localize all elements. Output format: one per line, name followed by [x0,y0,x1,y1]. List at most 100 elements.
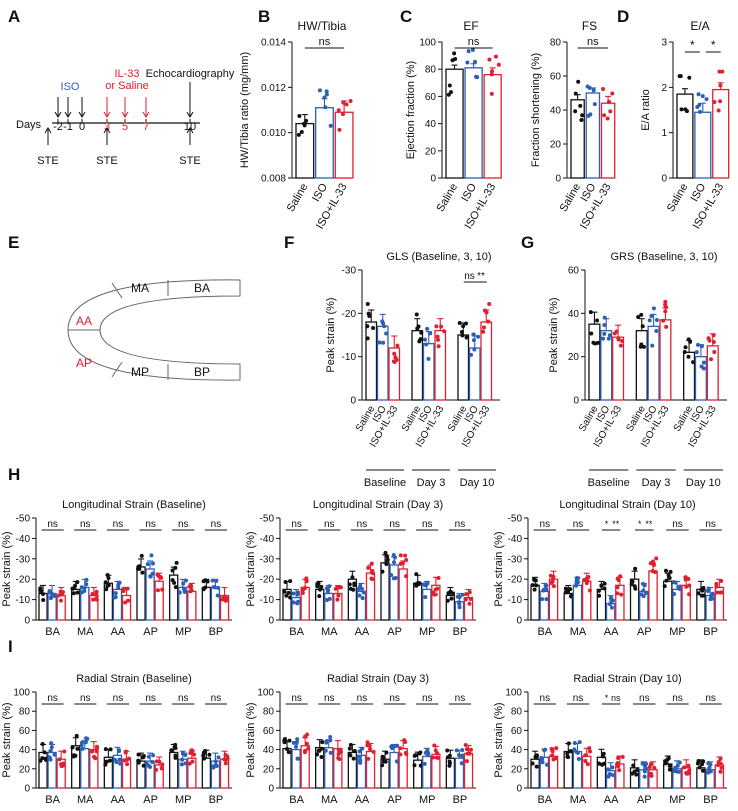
arrow-head [186,111,194,118]
data-point [615,585,620,590]
data-point [56,593,61,598]
data-point [708,762,713,767]
data-point [173,742,178,747]
data-point [563,586,568,591]
data-point [464,747,469,752]
significance-label: ns [47,693,58,704]
data-point [551,584,556,589]
data-point [394,759,399,764]
chart-title: GLS (Baseline, 3, 10) [386,251,491,263]
significance-label: * [690,38,695,52]
x-tick-label: AA [111,794,126,806]
data-point [454,748,459,753]
data-point [599,583,604,588]
data-point [304,118,309,123]
data-point [591,88,596,93]
data-point [352,749,357,754]
data-point [457,601,462,606]
data-point [38,588,43,593]
data-point [94,749,99,754]
data-point [673,765,678,770]
data-point [697,765,702,770]
bar-iso+il-33 [334,111,354,179]
data-point [532,587,537,592]
data-point [139,553,144,558]
x-tick-label: AA [355,626,370,638]
x-tick-label: MP [669,626,686,638]
data-point [641,594,646,599]
data-point [587,749,592,754]
arrow-head [64,111,72,118]
data-point [80,746,85,751]
data-point [471,338,476,343]
y-tick-label: 60 [550,72,562,83]
significance-label: ns [211,693,222,704]
bar [187,590,197,621]
significance-label: ns [319,36,331,48]
data-point [649,773,654,778]
chart-title: FS [582,19,597,33]
data-point [154,767,159,772]
data-point [125,586,130,591]
data-point [49,594,54,599]
data-point [489,69,494,74]
x-tick-label: MP [669,794,686,806]
data-point [575,750,580,755]
data-point [548,573,553,578]
panel-letter: H [8,465,20,484]
data-point [464,321,469,326]
data-point [487,302,492,306]
x-tick-label: BP [453,794,468,806]
data-point [651,562,656,567]
data-point [201,579,206,584]
data-point [644,590,649,595]
y-tick-label: 0 [516,784,522,795]
data-point [116,585,121,590]
data-point [369,561,374,566]
x-tick-label: AP [143,794,158,806]
bar [681,584,691,621]
data-point [403,750,408,755]
data-point [664,324,669,329]
bar [315,588,325,621]
data-point [640,324,645,329]
y-tick-label: 0 [24,784,30,795]
data-point [424,342,429,347]
y-tick-label: 80 [263,707,275,718]
data-point [476,334,481,339]
ste-label: STE [37,155,58,167]
significance-label: ns [211,519,222,530]
data-point [447,760,452,765]
data-point [141,753,146,758]
data-point [325,590,330,595]
data-point [700,94,705,99]
data-point [573,109,578,114]
data-point [596,588,601,593]
data-point [566,741,571,746]
data-point [121,586,126,591]
x-tick-label: MA [570,794,587,806]
bar [663,763,673,789]
data-point [398,752,403,757]
data-point [392,351,397,356]
data-point [74,733,79,738]
data-point [123,600,128,605]
data-point [482,308,487,313]
data-point [631,763,636,768]
data-point [295,737,300,742]
data-point [155,588,160,593]
bar-iso [585,92,601,179]
data-point [225,596,230,601]
data-point [601,751,606,756]
y-tick-label: 0 [573,396,579,407]
data-point [391,552,396,557]
data-point [639,342,644,347]
data-point [390,746,395,751]
data-point [611,773,616,778]
bar [683,351,696,401]
data-point [465,60,470,65]
x-tick-label: Saline [434,182,460,214]
data-point [496,62,501,67]
data-point [654,318,659,323]
data-point [336,108,341,113]
